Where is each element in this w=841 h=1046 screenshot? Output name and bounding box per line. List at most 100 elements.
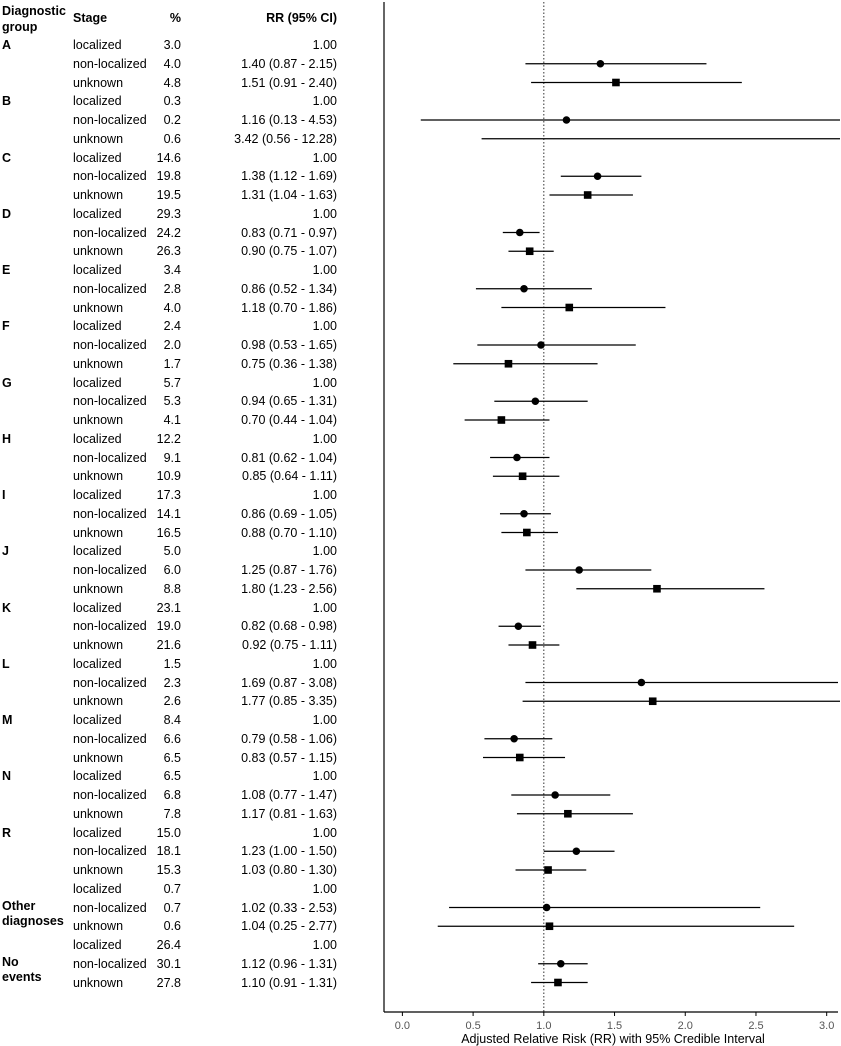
point-square-8-2 [523,528,531,537]
rr-ci-15-0: 1.00 [312,881,337,896]
rr-ci-5-1: 0.98 (0.53 - 1.65) [241,338,337,352]
pct-1-2: 0.6 [163,131,181,146]
rr-ci-0-2: 1.51 (0.91 - 2.40) [241,75,337,90]
stage-12-1: non-localized [73,731,147,746]
rr-ci-6-2: 0.70 (0.44 - 1.04) [241,413,337,427]
stage-6-2: unknown [73,413,124,427]
stage-2-0: localized [73,150,122,165]
rr-ci-15-1: 1.02 (0.33 - 2.53) [241,900,337,915]
group-label-13: N [2,769,12,784]
point-square-14-2 [544,866,552,874]
point-circle-10-1 [514,622,523,631]
point-circle-1-1 [562,116,571,124]
pct-1-0: 0.3 [163,94,181,109]
point-circle-4-1 [520,284,528,293]
rr-ci-0-0: 1.00 [312,38,337,52]
point-circle-9-1 [575,566,583,574]
pct-3-0: 29.3 [156,206,181,221]
rr-ci-4-1: 0.86 (0.52 - 1.34) [241,281,337,296]
point-circle-2-1 [593,172,602,181]
stage-9-0: localized [73,544,122,559]
point-circle-14-1 [572,847,581,856]
stage-5-2: unknown [73,356,124,371]
point-circle-6-1 [531,397,540,406]
pct-2-2: 19.5 [156,188,181,202]
x-tick-label-5: 2.5 [748,1020,763,1032]
group-label-16-line1: No [2,954,19,969]
rr-ci-7-2: 0.85 (0.64 - 1.11) [242,469,337,484]
group-label-14: R [2,825,12,840]
header-percent: % [169,11,181,25]
x-tick-label-0: 0.0 [395,1020,410,1032]
point-circle-13-1 [551,791,559,799]
point-square-11-2 [648,697,657,706]
stage-11-1: non-localized [73,675,147,690]
rr-ci-11-2: 1.77 (0.85 - 3.35) [241,694,337,709]
group-label-15-line1: Other [2,898,36,913]
rr-ci-3-2: 0.90 (0.75 - 1.07) [241,244,337,259]
rr-ci-13-0: 1.00 [312,769,337,784]
pct-11-2: 2.6 [163,694,181,709]
rr-ci-12-2: 0.83 (0.57 - 1.15) [241,750,337,765]
rr-ci-12-1: 0.79 (0.58 - 1.06) [241,731,337,746]
stage-15-0: localized [73,881,122,896]
stage-0-2: unknown [73,75,124,90]
header-stage: Stage [73,11,108,25]
group-label-12: M [2,713,13,727]
stage-7-2: unknown [73,469,124,484]
stage-9-2: unknown [73,581,124,596]
point-square-2-2 [583,191,592,199]
rr-ci-14-1: 1.23 (1.00 - 1.50) [241,844,337,859]
rr-ci-11-0: 1.00 [312,656,337,671]
group-label-8: I [2,488,6,502]
stage-9-1: non-localized [73,563,147,577]
pct-16-1: 30.1 [156,956,181,971]
pct-0-1: 4.0 [163,56,181,71]
rr-ci-5-2: 0.75 (0.36 - 1.38) [241,356,337,371]
stage-15-2: unknown [73,919,124,934]
pct-8-2: 16.5 [156,525,181,540]
x-tick-label-3: 1.5 [607,1020,622,1032]
rr-ci-2-0: 1.00 [312,150,337,165]
rr-ci-9-1: 1.25 (0.87 - 1.76) [241,563,337,577]
pct-1-1: 0.2 [163,113,181,127]
stage-4-1: non-localized [73,281,147,296]
pct-12-1: 6.6 [163,731,181,746]
rr-ci-10-2: 0.92 (0.75 - 1.11) [242,638,337,652]
stage-6-1: non-localized [73,394,147,409]
group-label-10: K [2,600,12,615]
pct-14-2: 15.3 [156,863,181,877]
rr-ci-1-2: 3.42 (0.56 - 12.28) [234,131,337,146]
point-square-12-2 [515,753,524,762]
rr-ci-3-0: 1.00 [312,206,337,221]
point-circle-12-1 [510,734,518,743]
pct-5-2: 1.7 [163,356,181,371]
pct-10-1: 19.0 [156,619,181,634]
stage-15-1: non-localized [73,900,147,915]
rr-ci-1-1: 1.16 (0.13 - 4.53) [241,113,337,127]
stage-16-1: non-localized [73,956,147,971]
stage-11-2: unknown [73,694,124,709]
pct-0-2: 4.8 [163,75,181,90]
stage-10-0: localized [73,600,122,615]
stage-14-2: unknown [73,863,124,877]
x-tick-label-6: 3.0 [819,1020,834,1032]
rr-ci-11-1: 1.69 (0.87 - 3.08) [241,675,337,690]
group-label-7: H [2,431,12,446]
point-circle-5-1 [537,341,545,349]
header-diagnostic-group: Diagnostic group [2,4,66,34]
pct-12-0: 8.4 [163,713,181,727]
rr-ci-13-1: 1.08 (0.77 - 1.47) [241,788,337,802]
stage-3-2: unknown [73,244,124,259]
pct-4-2: 4.0 [163,300,181,315]
group-label-16-line2: events [2,969,42,984]
pct-6-1: 5.3 [163,394,181,409]
rr-ci-8-2: 0.88 (0.70 - 1.10) [241,525,337,540]
rr-ci-10-0: 1.00 [312,600,337,615]
rr-ci-2-2: 1.31 (1.04 - 1.63) [241,188,337,202]
rr-ci-4-0: 1.00 [312,263,337,277]
x-tick-label-2: 1.0 [536,1020,551,1032]
pct-8-0: 17.3 [156,488,181,502]
pct-5-0: 2.4 [163,319,181,334]
point-circle-15-1 [542,903,551,912]
